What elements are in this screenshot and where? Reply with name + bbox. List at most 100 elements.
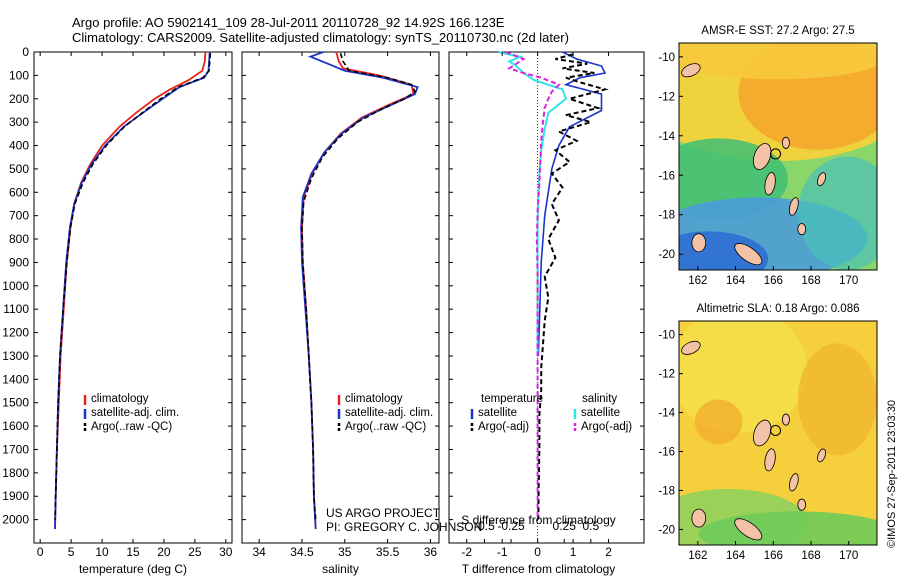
sla-panel-ytick-label: -14 — [658, 408, 675, 420]
sla-panel-field-patch — [694, 399, 743, 445]
diff-t-satellite-line — [537, 51, 607, 357]
header-line-1: Argo profile: AO 5902141_109 28-Jul-2011… — [72, 15, 505, 30]
project-label: US ARGO PROJECT — [326, 506, 441, 520]
sla-panel-field — [679, 321, 877, 545]
sst-panel-island — [797, 223, 807, 236]
sst-panel-island — [764, 172, 776, 196]
sla-panel-xtick-label: 168 — [801, 550, 820, 562]
diff-xtick-label: 1 — [570, 545, 577, 559]
diff-frame — [448, 51, 645, 544]
sla-panel-island — [797, 498, 807, 511]
temp-legend-label: satellite-adj. clim. — [91, 407, 179, 419]
sst-panel-ytick-label: -14 — [658, 131, 675, 143]
sla-panel-title: Altimetric SLA: 0.18 Argo: 0.086 — [696, 303, 859, 315]
diff-t-legend-label: satellite — [478, 407, 517, 419]
sla-panel-xtick-label: 166 — [764, 550, 783, 562]
header-line-2: Climatology: CARS2009. Satellite-adjuste… — [72, 30, 569, 45]
sla-panel-island — [753, 419, 772, 447]
sla-panel-island — [781, 413, 790, 426]
sal-legend-label: Argo(..raw -QC) — [345, 421, 426, 433]
depth-tick-label: 1500 — [2, 396, 29, 410]
diff-s-argo-line — [505, 51, 561, 520]
sst-panel-float-marker — [770, 148, 782, 160]
sst-map-panel: 162 164 166 168 170 -10 -12 -14 -16 -18 -20 AMSR-E … — [658, 25, 878, 287]
temp-xtick-label: 25 — [188, 545, 202, 559]
sst-panel-island — [752, 143, 772, 170]
sst-panel-xtick-label: 162 — [688, 275, 707, 287]
sla-panel-island — [764, 448, 776, 472]
sst-panel-frame — [678, 42, 878, 271]
temp-climatology-line — [54, 51, 207, 530]
depth-tick-label: 1200 — [2, 326, 29, 340]
depth-tick-label: 500 — [9, 162, 29, 176]
sla-map-panel: 162 164 166 168 170 -10 -12 -14 -16 -18 -20 Altimet… — [658, 303, 878, 562]
sst-panel-ytick-label: -16 — [658, 170, 675, 182]
diff-s-satellite-line — [498, 51, 568, 356]
depth-tick-label: 1300 — [2, 349, 29, 363]
temp-xtick-label: 0 — [37, 545, 44, 559]
diff-s-xtick-label: -0.25 — [497, 519, 525, 533]
sal-xtick-label: 34 — [252, 545, 266, 559]
sla-panel-xtick-label: 164 — [726, 550, 746, 562]
temp-xtick-label: 15 — [126, 545, 140, 559]
diff-s-xtick-label: -0.5 — [474, 519, 495, 533]
sst-panel-xtick-label: 170 — [839, 275, 858, 287]
temperature-panel: 0100200300400500600700800900100011001200… — [2, 45, 233, 576]
sla-panel-xtick-label: 162 — [688, 550, 707, 562]
depth-tick-label: 2000 — [2, 513, 29, 527]
temp-xtick-label: 30 — [219, 545, 233, 559]
diff-s-xtick-label: 0.5 — [582, 519, 599, 533]
depth-tick-label: 900 — [9, 255, 29, 269]
diff-t-argo-line — [537, 53, 609, 520]
temp-satellite-line — [54, 51, 211, 530]
depth-tick-label: 400 — [9, 139, 29, 153]
sst-panel-field-patch — [797, 156, 877, 270]
sla-panel-island — [681, 340, 701, 355]
sal-xtick-label: 35.5 — [376, 545, 400, 559]
temp-xtick-label: 20 — [157, 545, 171, 559]
sla-panel-ytick-label: -10 — [658, 330, 675, 342]
sla-panel-xtick-label: 170 — [839, 550, 858, 562]
temp-xlabel: temperature (deg C) — [79, 562, 187, 576]
temp-xtick-label: 5 — [68, 545, 75, 559]
diff-s-xtick-label: 0.25 — [553, 519, 577, 533]
diff-legend-title-temperature: temperature — [481, 393, 543, 405]
depth-tick-label: 700 — [9, 209, 29, 223]
sst-panel-ytick-label: -12 — [658, 91, 675, 103]
depth-tick-label: 200 — [9, 92, 29, 106]
sal-xtick-label: 34.5 — [290, 545, 314, 559]
sst-panel-xtick-label: 168 — [801, 275, 820, 287]
sst-panel-xtick-label: 164 — [726, 275, 746, 287]
diff-t-xlabel: T difference from climatology — [462, 562, 616, 576]
temp-legend-label: Argo(..raw -QC) — [91, 421, 172, 433]
depth-tick-label: 1000 — [2, 279, 29, 293]
sal-argo-line — [301, 52, 417, 520]
sal-legend-label: climatology — [345, 393, 403, 405]
diff-s-xlabel: S difference from climatology — [461, 513, 616, 527]
sst-panel-xtick-label: 166 — [764, 275, 783, 287]
sla-panel-ytick-label: -20 — [658, 524, 675, 536]
sst-panel-island — [817, 172, 827, 187]
diff-t-legend-label: Argo(-adj) — [478, 421, 529, 433]
diff-xtick-label: -2 — [461, 545, 472, 559]
sst-panel-island — [691, 233, 707, 253]
sst-panel-island — [734, 243, 763, 266]
diff-xtick-label: 2 — [605, 545, 612, 559]
sst-panel-field — [679, 43, 877, 270]
diff-xtick-label: -1 — [497, 545, 508, 559]
sst-panel-field-patch — [679, 43, 877, 80]
diff-xtick-label: 0 — [534, 545, 541, 559]
depth-tick-label: 1100 — [3, 302, 29, 316]
salinity-panel: 34 34.5 35 35.5 36 salinity climatology satelli… — [241, 51, 440, 576]
sla-panel-island — [691, 508, 707, 528]
sal-climatology-line — [301, 51, 415, 530]
temp-legend-label: climatology — [91, 393, 149, 405]
depth-tick-label: 800 — [9, 232, 29, 246]
sst-panel-ytick-label: -18 — [658, 210, 675, 222]
sst-panel-island — [781, 136, 790, 149]
sal-xtick-label: 36 — [424, 545, 438, 559]
timestamp-label: ©IMOS 27-Sep-2011 23:03:30 — [886, 400, 898, 548]
diff-s-legend-label: satellite — [581, 407, 620, 419]
sla-panel-island — [734, 518, 763, 541]
sla-panel-island — [817, 448, 827, 463]
